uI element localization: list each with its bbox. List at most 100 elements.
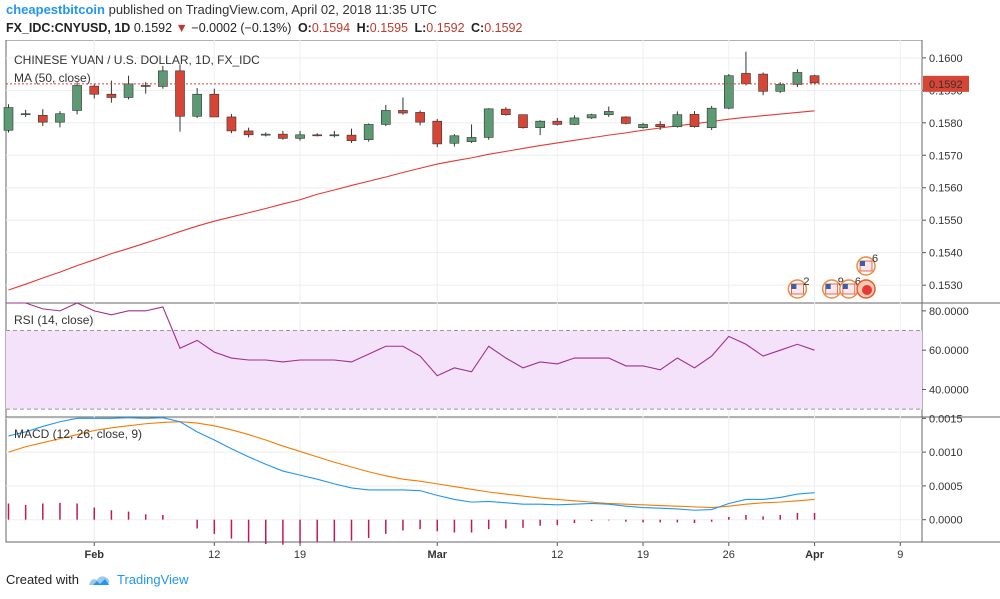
candle-body [243, 130, 254, 136]
price-tick-label: 0.1550 [929, 215, 963, 227]
close-label: C: [471, 21, 485, 35]
macd-tick-label: 0.0015 [929, 413, 963, 425]
rsi-label: RSI (14, close) [14, 313, 93, 327]
x-tick-label: Mar [427, 549, 447, 561]
candle-body [723, 75, 734, 109]
candle-body [380, 110, 391, 125]
footer: Created with TradingView [6, 572, 189, 587]
alert-icon-dot [862, 285, 872, 295]
candle-body [55, 113, 65, 123]
chart-title: CHINESE YUAN / U.S. DOLLAR, 1D, FX_IDC [14, 53, 260, 67]
macd-tick-label: 0.0010 [929, 447, 963, 459]
macd-line [8, 417, 815, 511]
x-tick-label: Feb [84, 549, 104, 561]
candle-body [140, 85, 151, 87]
plot-frame [5, 40, 923, 543]
x-tick-label: 26 [723, 549, 735, 561]
candle-body [638, 124, 648, 128]
macd-label: MACD (12, 26, close, 9) [14, 427, 142, 441]
candle-body [106, 93, 117, 98]
candle-body [586, 114, 597, 119]
chart-canvas[interactable]: 0.1530 0.1540 0.1550 0.1560 0.1570 0.1580 0.15… [0, 40, 1000, 570]
candle-body [363, 124, 374, 140]
candle-body [758, 73, 768, 92]
created-with-text: Created with [6, 572, 79, 587]
earnings-flag-canton [860, 261, 865, 266]
rsi-line [8, 302, 815, 377]
last-price-tag [923, 75, 969, 92]
rsi-tick-label: 80.0000 [929, 306, 969, 318]
candle-body [158, 70, 168, 87]
candle-body [209, 93, 220, 118]
candle-body [792, 72, 803, 85]
open-value: 0.1594 [311, 21, 351, 35]
low-label: L: [414, 21, 427, 35]
rsi-tick-label: 60.0000 [929, 345, 969, 357]
event-count: 9 [838, 276, 844, 288]
x-tick-label: 12 [208, 549, 220, 561]
candle-body [432, 120, 443, 145]
published-text: published on TradingView.com, April 02, … [108, 2, 437, 17]
price-tick-label: 0.1570 [929, 150, 963, 162]
publish-header: cheapestbitcoin published on TradingView… [6, 2, 437, 17]
candle-body [226, 116, 237, 132]
candle-body [552, 120, 563, 125]
event-count: 6 [855, 276, 861, 288]
candle-body [621, 116, 631, 124]
price-tick-label: 0.1540 [929, 248, 963, 260]
ma-line [8, 110, 815, 291]
candle-body [741, 73, 751, 85]
candle-body [37, 115, 48, 123]
tradingview-link[interactable]: TradingView [116, 572, 189, 587]
open-label: O: [297, 21, 312, 35]
tradingview-logo-icon [88, 575, 110, 585]
candle-body [72, 85, 82, 111]
high-label: H: [356, 21, 370, 35]
candle-body [689, 114, 700, 127]
macd-tick-label: 0.0000 [929, 515, 963, 527]
close-value: 0.1592 [484, 21, 523, 35]
candle-body [466, 137, 477, 142]
event-count: 6 [872, 253, 878, 265]
last-price: 0.1592 [133, 21, 173, 35]
change-arrow-icon: ▼ [175, 21, 188, 35]
symbol-name: FX_IDC:CNYUSD, 1D [6, 21, 131, 35]
x-tick-label: 12 [551, 549, 563, 561]
price-tick-label: 0.1560 [929, 183, 963, 195]
candle-body [312, 134, 323, 137]
candle-body [346, 134, 357, 141]
symbol-header: FX_IDC:CNYUSD, 1D 0.1592 ▼ −0.0002 (−0.1… [6, 21, 522, 35]
low-value: 0.1592 [426, 21, 465, 35]
candle-body [3, 107, 14, 131]
candle-body [672, 114, 683, 127]
earnings-flag-canton [825, 284, 831, 289]
x-tick-label: 19 [637, 549, 649, 561]
candle-body [415, 112, 425, 123]
price-change: −0.0002 (−0.13%) [191, 21, 292, 35]
price-tick-label: 0.1530 [929, 280, 963, 292]
price-tick-label: 0.1600 [929, 53, 963, 65]
candle-body [398, 110, 408, 114]
candle-body [260, 133, 271, 136]
candle-body [175, 70, 185, 117]
candle-body [706, 107, 717, 128]
candle-body [775, 84, 786, 92]
candle-body [449, 135, 460, 144]
macd-tick-label: 0.0005 [929, 481, 963, 493]
candle-body [809, 75, 820, 84]
candle-body [569, 117, 580, 125]
x-tick-label: 9 [897, 549, 903, 561]
candle-body [123, 83, 134, 98]
candle-body [295, 134, 305, 139]
last-price-label: 0.1592 [929, 79, 963, 91]
high-value: 0.1595 [369, 21, 408, 35]
author-link[interactable]: cheapestbitcoin [6, 2, 105, 17]
earnings-flag-canton [791, 284, 797, 289]
candle-body [501, 108, 511, 115]
earnings-flag-canton [842, 284, 848, 289]
candle-body [535, 120, 545, 128]
candle-body [329, 134, 340, 137]
x-tick-label: Apr [805, 549, 825, 561]
candle-body [603, 111, 614, 115]
price-tick-label: 0.1580 [929, 118, 963, 130]
